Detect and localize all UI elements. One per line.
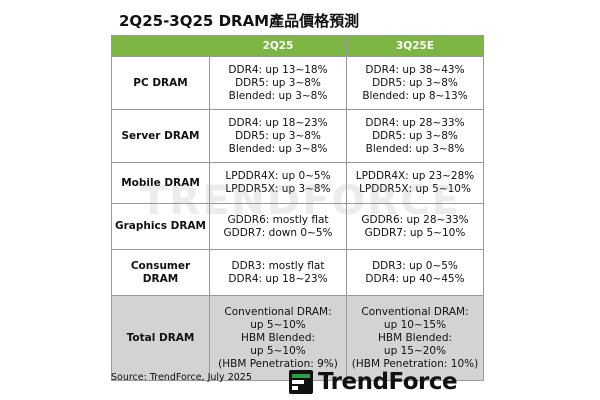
cell-line: DDR4: up 18~23% xyxy=(228,272,328,285)
cell-line: up 5~10% xyxy=(250,318,306,331)
cell-3q25e: Conventional DRAM: up 10~15% HBM Blended: u… xyxy=(346,295,484,381)
cell-line: up 15~20% xyxy=(383,344,447,357)
cell-line: DDR4: up 40~45% xyxy=(365,272,465,285)
cell-line: DDR4: up 38~43% xyxy=(365,63,465,76)
cell-line: up 10~15% xyxy=(383,318,447,331)
table-row: Total DRAM Conventional DRAM: up 5~10% HBM … xyxy=(111,295,484,381)
cell-line: Blended: up 3~8% xyxy=(365,142,465,155)
row-label: Server DRAM xyxy=(111,109,210,163)
cell-line: LPDDR5X: up 3~8% xyxy=(225,183,331,195)
cell-line: DDR3: up 0~5% xyxy=(372,259,458,272)
cell-line: DDR5: up 3~8% xyxy=(235,129,321,142)
cell-line: Blended: up 3~8% xyxy=(228,142,328,155)
row-label: Total DRAM xyxy=(111,295,210,381)
cell-line: (HBM Penetration: 10%) xyxy=(351,357,479,370)
table-row: Server DRAM DDR4: up 18~23% DDR5: up 3~8% B… xyxy=(111,109,484,163)
cell-line: up 5~10% xyxy=(250,344,306,357)
source-note: Source: TrendForce, July 2025 xyxy=(111,372,252,383)
cell-line: HBM Blended: xyxy=(377,331,453,344)
cell-2q25: DDR3: mostly flat DDR4: up 18~23% xyxy=(209,249,347,296)
row-label: Consumer DRAM xyxy=(111,249,210,296)
cell-line: DDR4: up 28~33% xyxy=(365,116,465,129)
cell-line: HBM Blended: xyxy=(240,331,316,344)
cell-3q25e: LPDDR4X: up 23~28% LPDDR5X: up 5~10% xyxy=(346,162,484,204)
trendforce-logo-icon xyxy=(289,370,313,394)
cell-3q25e: DDR3: up 0~5% DDR4: up 40~45% xyxy=(346,249,484,296)
table-row: PC DRAM DDR4: up 13~18% DDR5: up 3~8% Blend… xyxy=(111,56,484,110)
cell-line: Conventional DRAM: xyxy=(224,305,332,318)
cell-line: GDDR7: up 5~10% xyxy=(364,226,466,239)
cell-2q25: Conventional DRAM: up 5~10% HBM Blended: up… xyxy=(209,295,347,381)
row-label: PC DRAM xyxy=(111,56,210,110)
cell-line: GDDR7: down 0~5% xyxy=(223,226,333,239)
header-2q25: 2Q25 xyxy=(209,35,347,57)
table-row: Consumer DRAM DDR3: mostly flat DDR4: up 1… xyxy=(111,249,484,296)
price-forecast-table: 2Q25 3Q25E PC DRAM DDR4: up 13~18% DDR5: u… xyxy=(111,35,484,381)
cell-line: GDDR6: up 28~33% xyxy=(361,213,469,226)
cell-line: DDR4: up 18~23% xyxy=(228,116,328,129)
cell-3q25e: DDR4: up 28~33% DDR5: up 3~8% Blended: up … xyxy=(346,109,484,163)
page-title: 2Q25-3Q25 DRAM產品價格預測 xyxy=(119,12,360,30)
cell-2q25: DDR4: up 18~23% DDR5: up 3~8% Blended: up … xyxy=(209,109,347,163)
cell-line: DDR5: up 3~8% xyxy=(372,129,458,142)
watermark: TRENDFORCE xyxy=(140,178,461,224)
table-row: Mobile DRAM LPDDR4X: up 0~5% LPDDR5X: up 3… xyxy=(111,162,484,204)
cell-line: LPDDR5X: up 5~10% xyxy=(359,183,471,195)
cell-line: DDR3: mostly flat xyxy=(231,259,325,272)
table-header-row: 2Q25 3Q25E xyxy=(111,35,484,57)
header-3q25e: 3Q25E xyxy=(346,35,484,57)
cell-line: LPDDR4X: up 0~5% xyxy=(225,170,331,182)
cell-line: Blended: up 3~8% xyxy=(228,89,328,102)
cell-line: DDR5: up 3~8% xyxy=(235,76,321,89)
cell-3q25e: DDR4: up 38~43% DDR5: up 3~8% Blended: up … xyxy=(346,56,484,110)
header-corner xyxy=(111,35,210,57)
cell-line: Conventional DRAM: xyxy=(361,305,469,318)
cell-line: (HBM Penetration: 9%) xyxy=(218,357,338,370)
cell-3q25e: GDDR6: up 28~33% GDDR7: up 5~10% xyxy=(346,203,484,250)
row-label: Mobile DRAM xyxy=(111,162,210,204)
cell-2q25: DDR4: up 13~18% DDR5: up 3~8% Blended: up … xyxy=(209,56,347,110)
cell-line: Blended: up 8~13% xyxy=(362,89,468,102)
logo-text: TrendForce xyxy=(318,369,458,395)
trendforce-logo: TrendForce xyxy=(288,368,458,396)
cell-line: GDDR6: mostly flat xyxy=(227,213,329,226)
cell-2q25: LPDDR4X: up 0~5% LPDDR5X: up 3~8% xyxy=(209,162,347,204)
cell-line: DDR4: up 13~18% xyxy=(228,63,328,76)
cell-line: DDR5: up 3~8% xyxy=(372,76,458,89)
cell-line: LPDDR4X: up 23~28% xyxy=(355,170,475,182)
